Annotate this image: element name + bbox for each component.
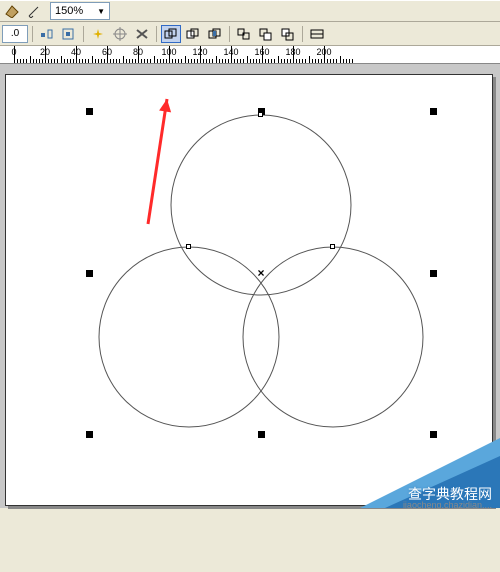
- selection-handle[interactable]: [86, 108, 93, 115]
- watermark-url: jiaocheng.chazidian....: [403, 500, 492, 508]
- simplify-icon[interactable]: [234, 25, 254, 43]
- node-handle[interactable]: [330, 244, 335, 249]
- back-minus-front-icon[interactable]: [278, 25, 298, 43]
- watermark: 查字典教程网 jiaocheng.chazidian....: [340, 438, 500, 508]
- toolbar-top: 150% ▼: [0, 0, 500, 22]
- front-minus-back-icon[interactable]: [256, 25, 276, 43]
- selection-handle[interactable]: [86, 270, 93, 277]
- selection-handle[interactable]: [430, 270, 437, 277]
- weld-icon[interactable]: [161, 25, 181, 43]
- value-field[interactable]: .0: [2, 25, 28, 43]
- chevron-down-icon[interactable]: ▼: [97, 7, 105, 16]
- separator: [83, 26, 84, 42]
- horizontal-ruler: 020406080100120140160180200: [0, 46, 500, 64]
- crosshair-icon[interactable]: [110, 25, 130, 43]
- toolbar-shaping: .0: [0, 22, 500, 46]
- trim-icon[interactable]: [183, 25, 203, 43]
- separator: [229, 26, 230, 42]
- snap-icon[interactable]: [37, 25, 57, 43]
- intersect-icon[interactable]: [205, 25, 225, 43]
- boundary-icon[interactable]: [307, 25, 327, 43]
- node-handle[interactable]: [258, 112, 263, 117]
- separator: [32, 26, 33, 42]
- brush-tool-icon[interactable]: [24, 2, 44, 20]
- zoom-value: 150%: [55, 5, 97, 17]
- selection-center: ×: [257, 266, 264, 280]
- separator: [302, 26, 303, 42]
- align-icon[interactable]: [59, 25, 79, 43]
- fill-tool-icon[interactable]: [2, 2, 22, 20]
- separator: [156, 26, 157, 42]
- close-cross-icon[interactable]: [132, 25, 152, 43]
- node-handle[interactable]: [186, 244, 191, 249]
- selection-handle[interactable]: [430, 431, 437, 438]
- selection-handle[interactable]: [86, 431, 93, 438]
- zoom-level-input[interactable]: 150% ▼: [50, 2, 110, 20]
- selection-handle[interactable]: [430, 108, 437, 115]
- sparkle-icon[interactable]: [88, 25, 108, 43]
- selection-handle[interactable]: [258, 431, 265, 438]
